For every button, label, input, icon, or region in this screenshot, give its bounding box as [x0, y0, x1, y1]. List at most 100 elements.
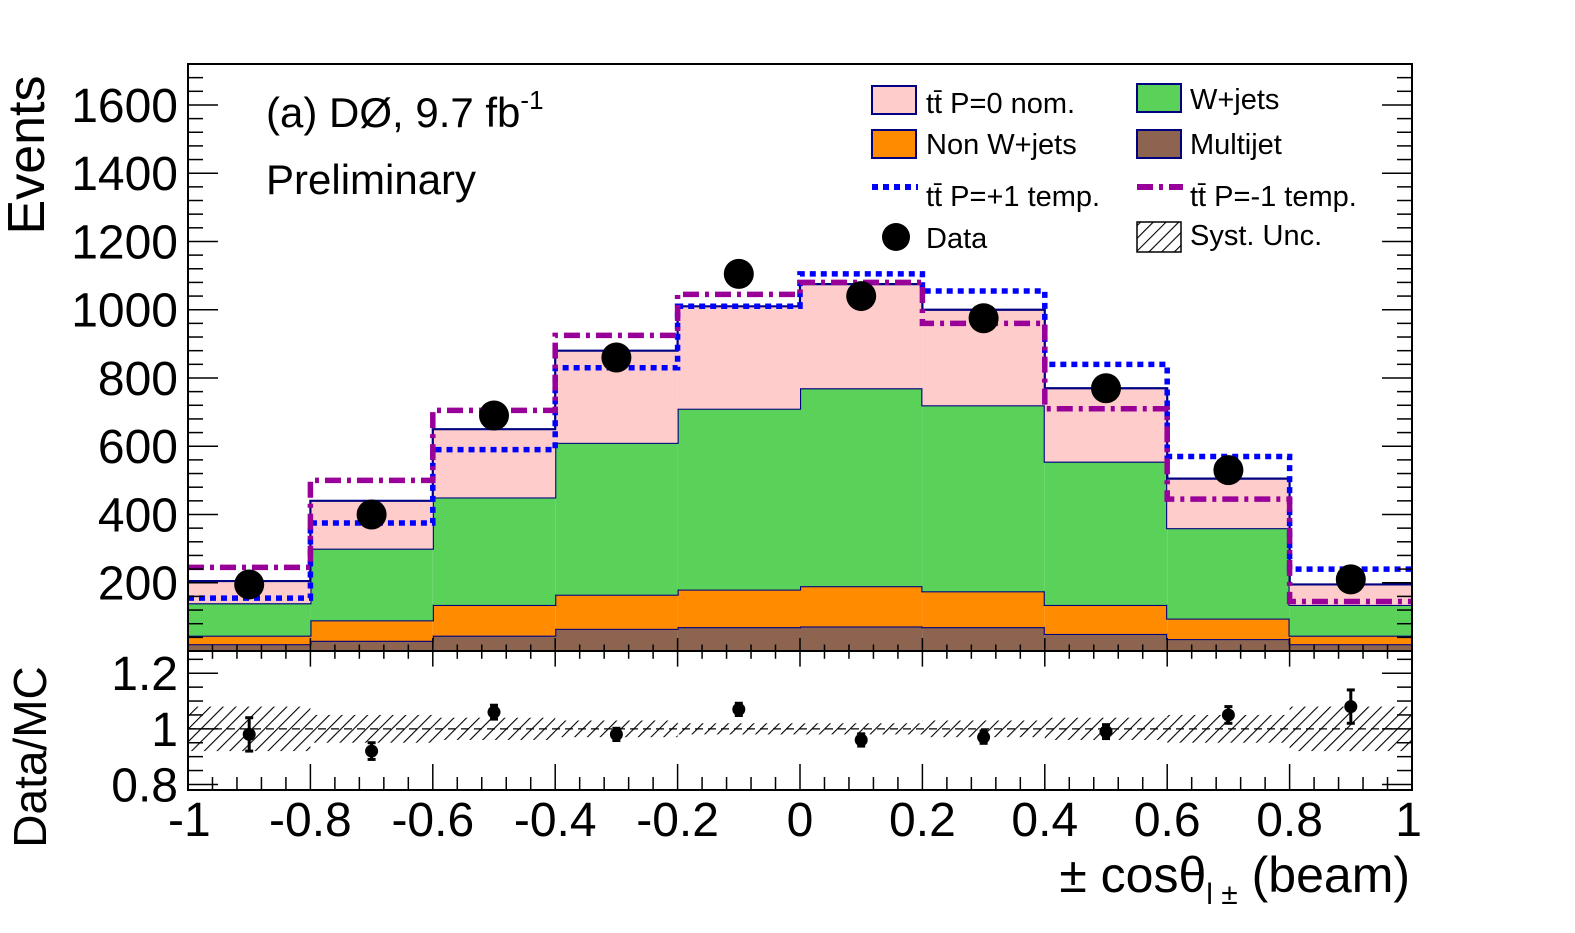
template-lines: [188, 271, 1412, 605]
x-tick-label-10: 1: [1395, 794, 1422, 847]
ratio-point-8: [1221, 708, 1235, 722]
main-y-tick-label-2: 600: [98, 421, 178, 474]
ratio-y-tick-label-1: 1: [151, 704, 178, 757]
ratio-point-5: [854, 733, 868, 747]
ratio-point-4: [732, 702, 746, 716]
legend-swatch-wjets: [1136, 83, 1182, 113]
bar-Multijet-5: [800, 626, 923, 651]
legend-swatch-multijet: [1136, 129, 1182, 159]
data-point-9: [1335, 564, 1366, 595]
main-y-axis-label: Events: [0, 76, 56, 235]
data-point-5: [846, 281, 877, 312]
x-axis-label-suffix: (beam): [1238, 847, 1410, 903]
bar-W+jets-3: [555, 442, 678, 595]
ratio-point-7: [1099, 725, 1113, 739]
systematic-band: [188, 706, 1412, 752]
bar-Non W+jets-6: [922, 591, 1045, 628]
bar-W+jets-9: [1289, 604, 1412, 636]
x-tick-label-7: 0.4: [1011, 794, 1078, 847]
main-y-tick-label-1: 400: [98, 489, 178, 542]
bar-Non W+jets-7: [1044, 604, 1168, 634]
bar-W+jets-1: [310, 548, 433, 621]
x-tick-label-3: -0.4: [514, 794, 597, 847]
x-tick-label-6: 0.2: [889, 794, 956, 847]
legend-swatch-non-wjets: [871, 129, 917, 159]
experiment-label: (a) DØ, 9.7 fb: [266, 89, 520, 136]
legend: tt̄ P=0 nom. W+jets Non W+jets Multijet …: [871, 83, 1357, 255]
legend-marker-data: [882, 223, 910, 251]
ratio-y-axis-label: Data/MC: [4, 666, 56, 847]
ratio-point-3: [609, 727, 623, 741]
bar-W+jets-0: [188, 603, 311, 636]
template-line-1: [188, 279, 1412, 605]
legend-label-syst: Syst. Unc.: [1190, 220, 1322, 252]
data-point-8: [1213, 455, 1244, 486]
legend-label-data: Data: [926, 223, 988, 255]
ratio-point-6: [977, 730, 991, 744]
bar-Non W+jets-8: [1167, 618, 1290, 640]
ratio-points: [242, 688, 1358, 761]
legend-label-multijet: Multijet: [1190, 129, 1282, 161]
legend-label-p-minus-one: tt̄ P=-1 temp.: [1190, 181, 1357, 213]
ratio-y-tick-label-0: 0.8: [111, 759, 178, 812]
main-y-tick-labels: 200 400 600 800 1000 1200 1400 1600: [71, 80, 178, 611]
main-y-tick-label-7: 1600: [71, 80, 178, 133]
luminosity-exponent: -1: [520, 85, 543, 115]
bar-Non W+jets-2: [432, 604, 556, 636]
bar-Non W+jets-9: [1289, 635, 1412, 645]
bar-Non W+jets-5: [800, 586, 923, 627]
legend-label-wjets: W+jets: [1190, 84, 1279, 116]
preliminary-label: Preliminary: [266, 156, 476, 203]
bar-Multijet-3: [555, 628, 678, 651]
data-point-3: [601, 342, 632, 373]
bar-W+jets-8: [1167, 528, 1290, 619]
data-point-1: [356, 499, 387, 530]
template-line-0: [188, 271, 1412, 601]
data-point-2: [479, 400, 509, 431]
x-tick-labels: -1 -0.8 -0.6 -0.4 -0.2 0 0.2 0.4 0.6 0.8 1: [168, 794, 1422, 847]
syst-band-5: [800, 723, 923, 735]
bar-Multijet-1: [310, 640, 433, 651]
x-axis-label-subscript: l ±: [1206, 878, 1237, 911]
bar-tt̄ P=0 nom.-8: [1167, 478, 1290, 529]
experiment-annotation: (a) DØ, 9.7 fb-1: [266, 85, 544, 136]
legend-label-non-wjets: Non W+jets: [926, 129, 1077, 161]
ratio-y-tick-labels: 0.811.2: [111, 648, 178, 812]
main-y-tick-label-5: 1200: [71, 216, 178, 269]
legend-swatch-syst: [1136, 221, 1182, 253]
bar-W+jets-6: [922, 405, 1045, 592]
x-axis-label-main: ± cosθ: [1059, 847, 1206, 903]
x-tick-label-0: -1: [168, 794, 211, 847]
main-y-tick-label-4: 1000: [71, 285, 178, 338]
bar-Multijet-8: [1167, 639, 1290, 651]
bar-W+jets-4: [677, 408, 800, 590]
x-tick-label-2: -0.6: [391, 794, 474, 847]
ratio-point-9: [1344, 700, 1358, 714]
bar-Multijet-0: [188, 644, 311, 651]
legend-swatch-ttbar-nominal: [871, 85, 917, 115]
bar-Multijet-2: [432, 635, 556, 651]
bar-tt̄ P=0 nom.-4: [677, 306, 800, 409]
bar-W+jets-2: [432, 497, 556, 605]
x-tick-label-4: -0.2: [636, 794, 719, 847]
main-y-tick-label-6: 1400: [71, 148, 178, 201]
x-tick-label-8: 0.6: [1134, 794, 1201, 847]
main-y-tick-label-0: 200: [98, 558, 178, 611]
legend-label-ttbar-nominal: tt̄ P=0 nom.: [926, 88, 1075, 120]
data-point-6: [968, 303, 999, 334]
x-tick-label-5: 0: [787, 794, 814, 847]
bar-Non W+jets-1: [310, 620, 433, 641]
bar-Multijet-9: [1289, 644, 1412, 651]
ratio-point-2: [487, 705, 501, 719]
bar-Multijet-4: [677, 627, 800, 651]
bar-W+jets-7: [1044, 461, 1168, 605]
axis-ticks: [187, 76, 1413, 790]
ratio-point-1: [365, 744, 379, 758]
bar-Non W+jets-3: [555, 594, 678, 629]
stacked-histograms: [188, 283, 1412, 651]
data-point-4: [723, 258, 754, 289]
x-tick-label-9: 0.8: [1256, 794, 1323, 847]
data-points: [234, 258, 1366, 600]
bar-W+jets-5: [800, 388, 923, 587]
